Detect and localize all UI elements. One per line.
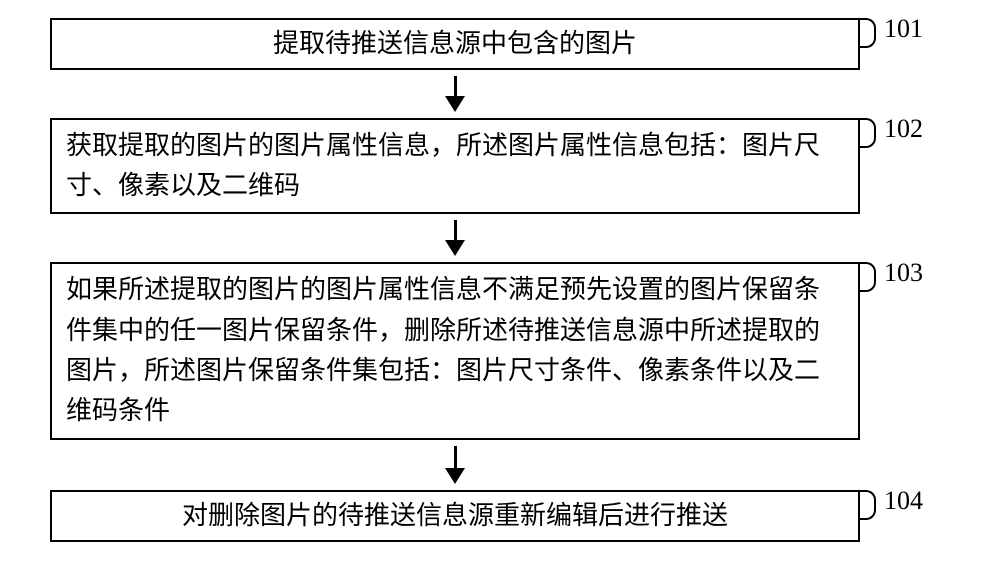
node-brace-n1 [858, 18, 876, 48]
flow-node-n1: 提取待推送信息源中包含的图片 [50, 18, 860, 70]
flow-node-text: 提取待推送信息源中包含的图片 [273, 24, 637, 64]
flow-node-n2: 获取提取的图片的图片属性信息，所述图片属性信息包括：图片尺寸、像素以及二维码 [50, 118, 860, 214]
arrow-stem-n1-n2 [454, 76, 457, 96]
flow-node-text: 对删除图片的待推送信息源重新编辑后进行推送 [182, 496, 728, 536]
node-label-n3: 103 [884, 258, 923, 288]
node-label-n2: 102 [884, 114, 923, 144]
node-label-n1: 101 [884, 14, 923, 44]
arrow-stem-n3-n4 [454, 446, 457, 468]
node-brace-n3 [858, 262, 876, 292]
arrow-head-n3-n4 [445, 468, 465, 484]
flow-node-n3: 如果所述提取的图片的图片属性信息不满足预先设置的图片保留条件集中的任一图片保留条… [50, 262, 860, 440]
arrow-head-n2-n3 [445, 240, 465, 256]
arrow-stem-n2-n3 [454, 220, 457, 240]
flow-node-n4: 对删除图片的待推送信息源重新编辑后进行推送 [50, 490, 860, 542]
flowchart-canvas: 提取待推送信息源中包含的图片 101 获取提取的图片的图片属性信息，所述图片属性信息… [0, 0, 1000, 586]
node-brace-n2 [858, 118, 876, 148]
arrow-head-n1-n2 [445, 96, 465, 112]
flow-node-text: 获取提取的图片的图片属性信息，所述图片属性信息包括：图片尺寸、像素以及二维码 [66, 126, 844, 207]
node-label-n4: 104 [884, 486, 923, 516]
flow-node-text: 如果所述提取的图片的图片属性信息不满足预先设置的图片保留条件集中的任一图片保留条… [66, 270, 844, 431]
node-brace-n4 [858, 490, 876, 520]
